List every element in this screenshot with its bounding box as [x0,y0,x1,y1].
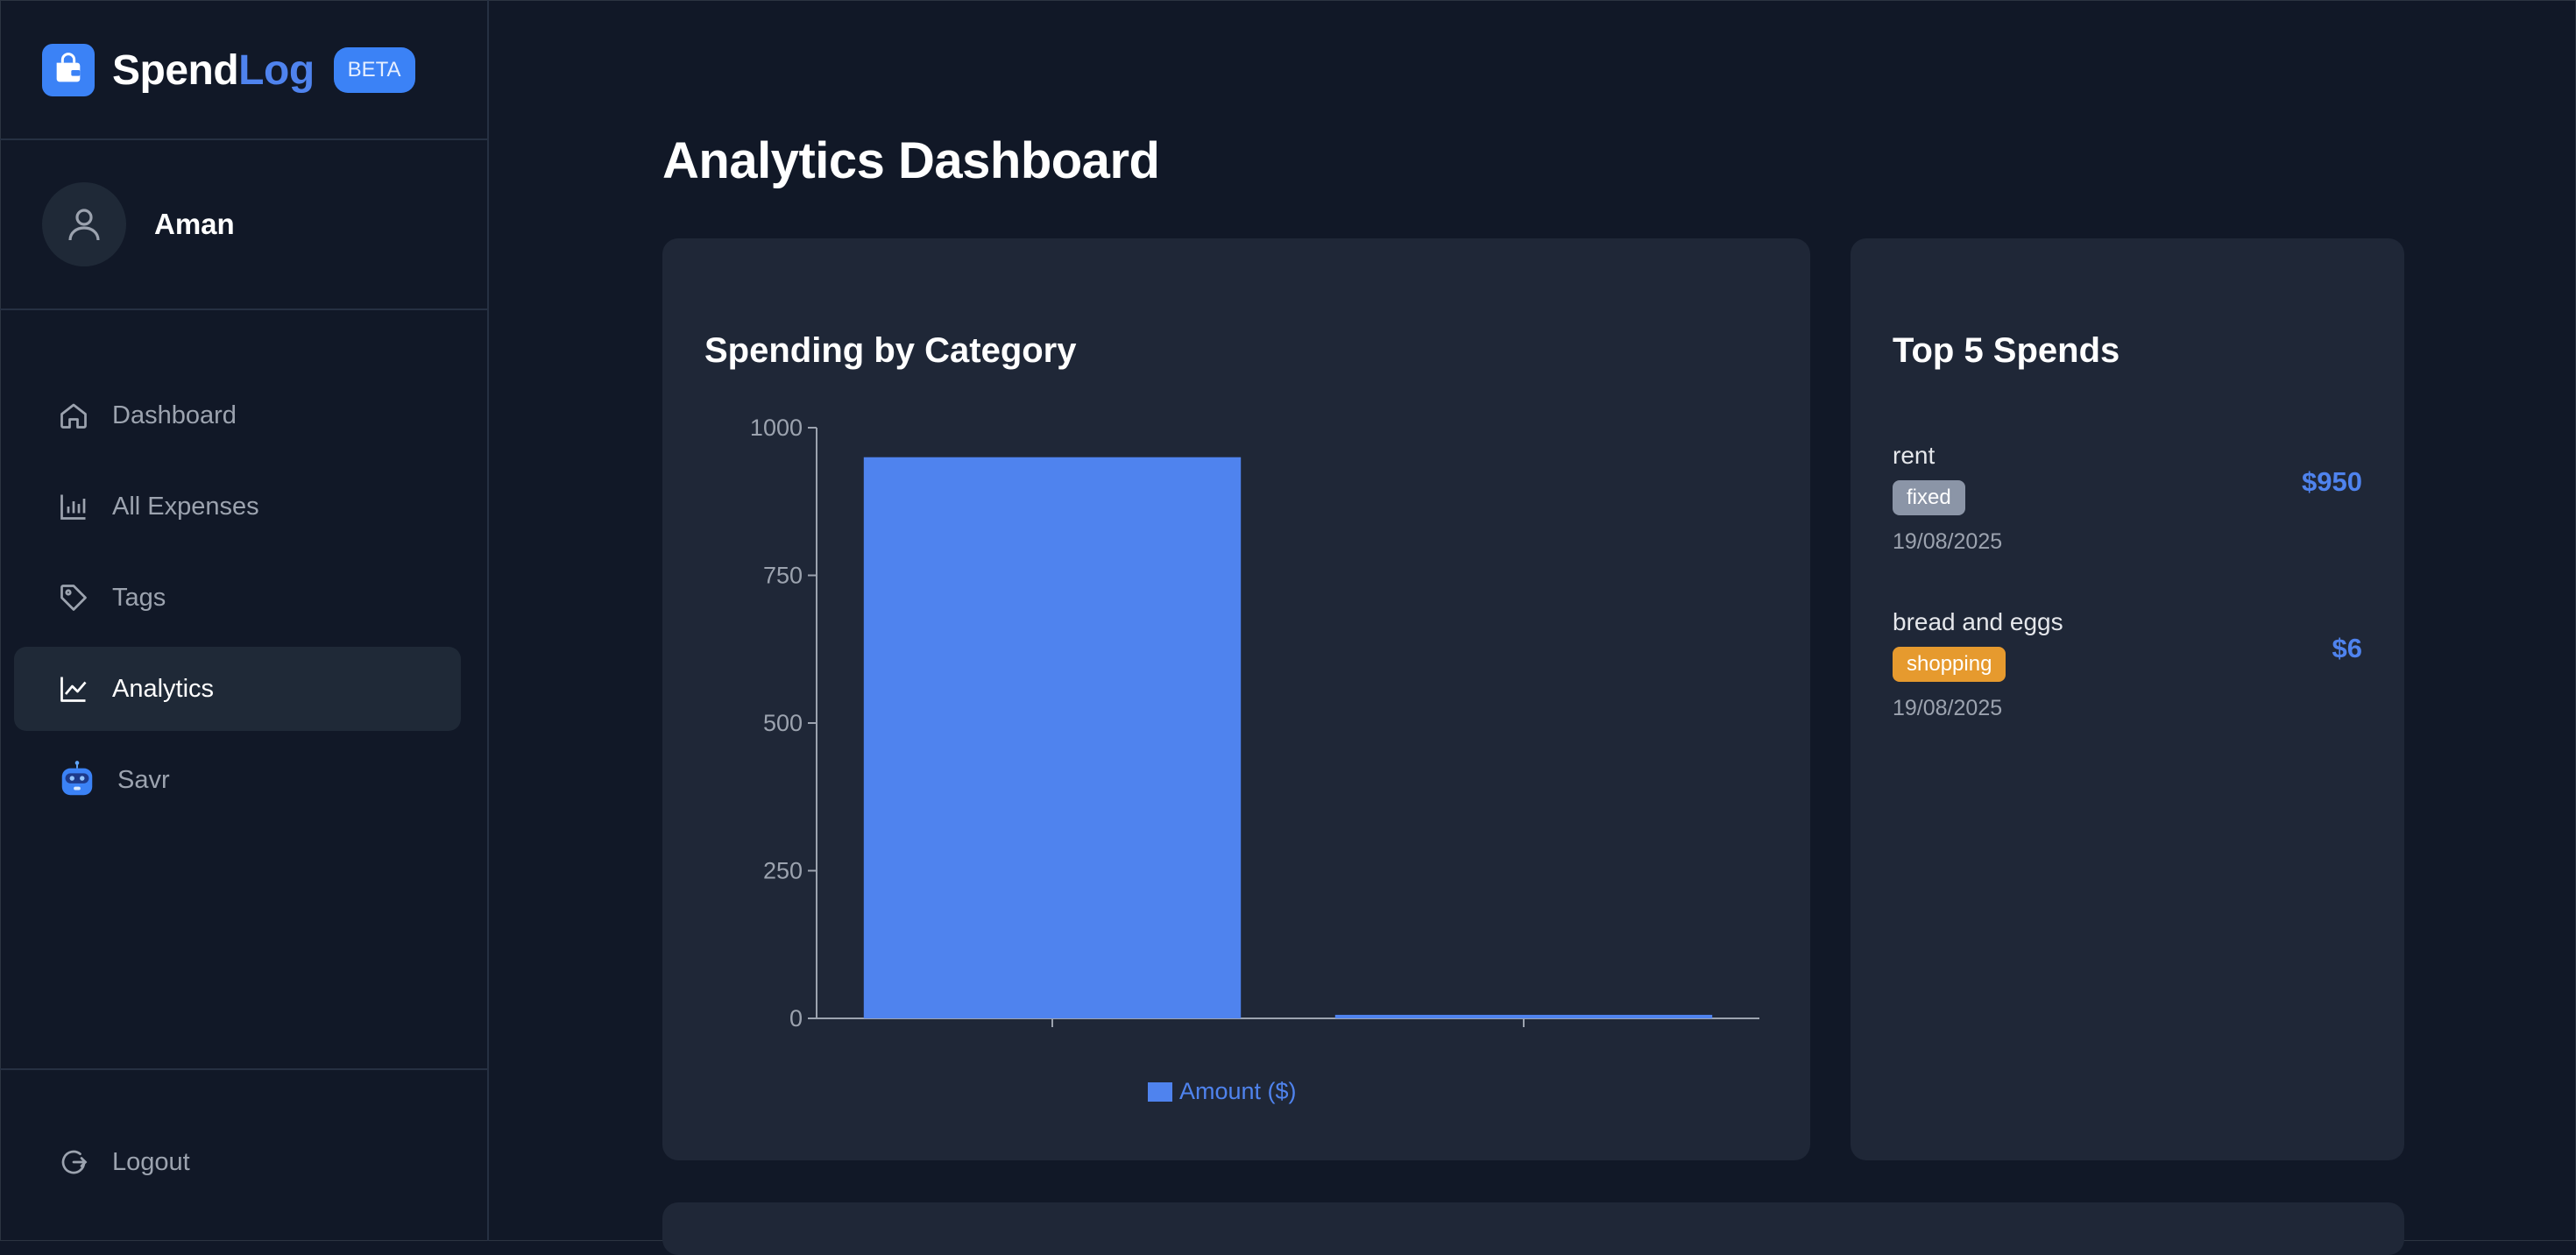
secondary-card [662,1202,2404,1255]
spending-chart: 0 250 500 750 1000 Amount ($) [750,415,1759,1104]
nav-item-label: Tags [112,583,166,612]
y-tick-label: 1000 [750,415,803,441]
robot-icon [56,759,98,801]
y-tick-label: 750 [763,563,803,589]
y-tick-label: 0 [789,1005,803,1032]
line-chart-icon [56,671,91,706]
divider [0,138,487,140]
brand-name-part2: Log [238,46,315,94]
spend-date: 19/08/2025 [1893,696,2003,720]
page-title: Analytics Dashboard [662,132,1160,189]
top-spends-title: Top 5 Spends [1893,331,2120,370]
user-icon [68,209,100,241]
chart-card: Spending by Category 0 250 500 750 1000 Amou… [662,238,1810,1160]
user-name: Aman [154,208,235,240]
tag-badge: shopping [1893,647,2006,682]
chart-bar[interactable] [863,457,1242,1018]
user-profile[interactable]: Aman [42,182,235,266]
divider [0,308,487,310]
list-item[interactable]: rent fixed 19/08/2025 $950 [1893,442,2362,564]
avatar [42,182,126,266]
divider [0,1068,487,1070]
brand[interactable]: SpendLog BETA [42,44,415,96]
tag-badge: fixed [1893,480,1965,515]
y-tick-label: 500 [763,710,803,736]
logout-button[interactable]: Logout [14,1120,461,1204]
logout-icon [56,1145,91,1180]
beta-badge: BETA [333,47,415,93]
nav-item-dashboard[interactable]: Dashboard [14,373,461,457]
bar-chart-icon [56,489,91,524]
chart-bar[interactable] [1334,1014,1713,1018]
top-spends-card: Top 5 Spends rent fixed 19/08/2025 $950 … [1851,238,2404,1160]
legend-swatch [1148,1082,1172,1102]
chart-legend[interactable]: Amount ($) [1148,1078,1297,1104]
nav-item-all-expenses[interactable]: All Expenses [14,464,461,549]
nav-item-savr[interactable]: Savr [14,738,461,822]
chart-title: Spending by Category [704,331,1077,370]
wallet-icon [42,44,95,96]
sidebar: SpendLog BETA Aman Dashboard All Expense… [0,0,489,1241]
y-tick-label: 250 [763,858,803,884]
nav-item-label: All Expenses [112,492,259,521]
brand-name-part1: Spend [112,46,239,94]
brand-name: SpendLog [112,46,315,95]
nav-item-analytics[interactable]: Analytics [14,647,461,731]
nav-item-label: Savr [117,765,170,794]
nav-item-label: Analytics [112,674,215,703]
nav-item-tags[interactable]: Tags [14,556,461,640]
spend-amount: $6 [2332,633,2362,663]
legend-label: Amount ($) [1179,1078,1297,1104]
spend-name: bread and eggs [1893,608,2063,635]
spend-date: 19/08/2025 [1893,529,2003,554]
logout-label: Logout [112,1147,190,1176]
list-item[interactable]: bread and eggs shopping 19/08/2025 $6 [1893,608,2362,731]
home-icon [56,398,91,433]
spend-name: rent [1893,442,1936,469]
spend-amount: $950 [2302,466,2362,497]
nav-item-label: Dashboard [112,401,237,429]
tag-icon [56,580,91,615]
